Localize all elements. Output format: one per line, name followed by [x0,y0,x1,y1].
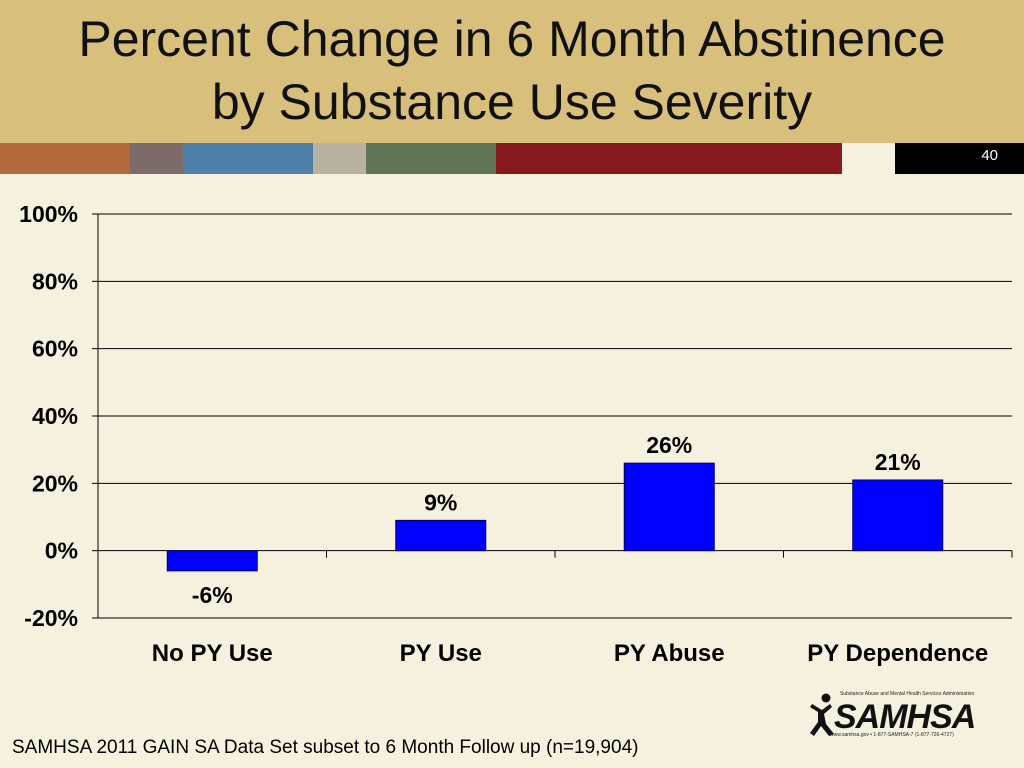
logo-agency-text: Substance Abuse and Mental Health Servic… [840,691,975,697]
person-figure-icon [810,693,834,736]
data-label: 9% [424,489,457,515]
stripe-segment [183,143,313,174]
bar [166,550,258,572]
stripe-segment [130,143,183,174]
logo-wordmark: SAMHSA [834,698,976,736]
footnote: SAMHSA 2011 GAIN SA Data Set subset to 6… [12,737,639,758]
stripe-segment [895,143,1024,174]
bar-chart: -20% 0% 20% 40% 60% 80% 100% -6% No PY Use 9% PY U… [19,201,1013,667]
title-line-2: by Substance Use Severity [211,74,813,130]
bar [623,462,715,552]
bar [852,479,944,552]
title-line-1: Percent Change in 6 Month Abstinence [78,11,946,67]
stripe-segment [366,143,496,174]
bar [395,519,487,552]
y-tick-label: 20% [32,470,78,496]
title-band [0,0,1024,143]
stripe-segment [0,143,130,174]
y-tick-label: -20% [24,605,78,631]
data-label: 21% [875,449,921,475]
y-tick-label: 40% [32,403,78,429]
x-category-label: PY Abuse [614,640,725,667]
logo-contact-text: www.samhsa.gov • 1-877-SAMHSA-7 (1-877-7… [830,732,954,738]
y-tick-label: 100% [19,201,78,227]
x-category-label: No PY Use [152,640,273,667]
y-tick-label: 80% [32,268,78,294]
y-tick-label: 0% [45,538,78,564]
data-label: 26% [646,432,692,458]
data-label: -6% [192,582,233,608]
slide-number: 40 [981,147,998,164]
samhsa-logo: Substance Abuse and Mental Health Servic… [808,690,978,738]
stripe-segment [496,143,842,174]
x-category-label: PY Dependence [807,640,988,667]
stripe-segment [313,143,366,174]
x-category-label: PY Use [400,640,482,667]
stripe-segment [842,143,895,174]
slide-title: Percent Change in 6 Month Abstinence by … [0,8,1024,134]
y-tick-label: 60% [32,336,78,362]
